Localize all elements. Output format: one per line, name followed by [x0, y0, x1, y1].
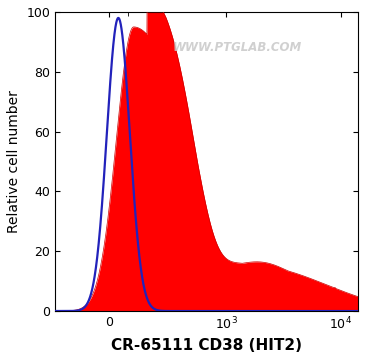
Text: WWW.PTGLAB.COM: WWW.PTGLAB.COM	[172, 41, 301, 54]
Y-axis label: Relative cell number: Relative cell number	[7, 90, 21, 233]
X-axis label: CR-65111 CD38 (HIT2): CR-65111 CD38 (HIT2)	[111, 338, 302, 353]
